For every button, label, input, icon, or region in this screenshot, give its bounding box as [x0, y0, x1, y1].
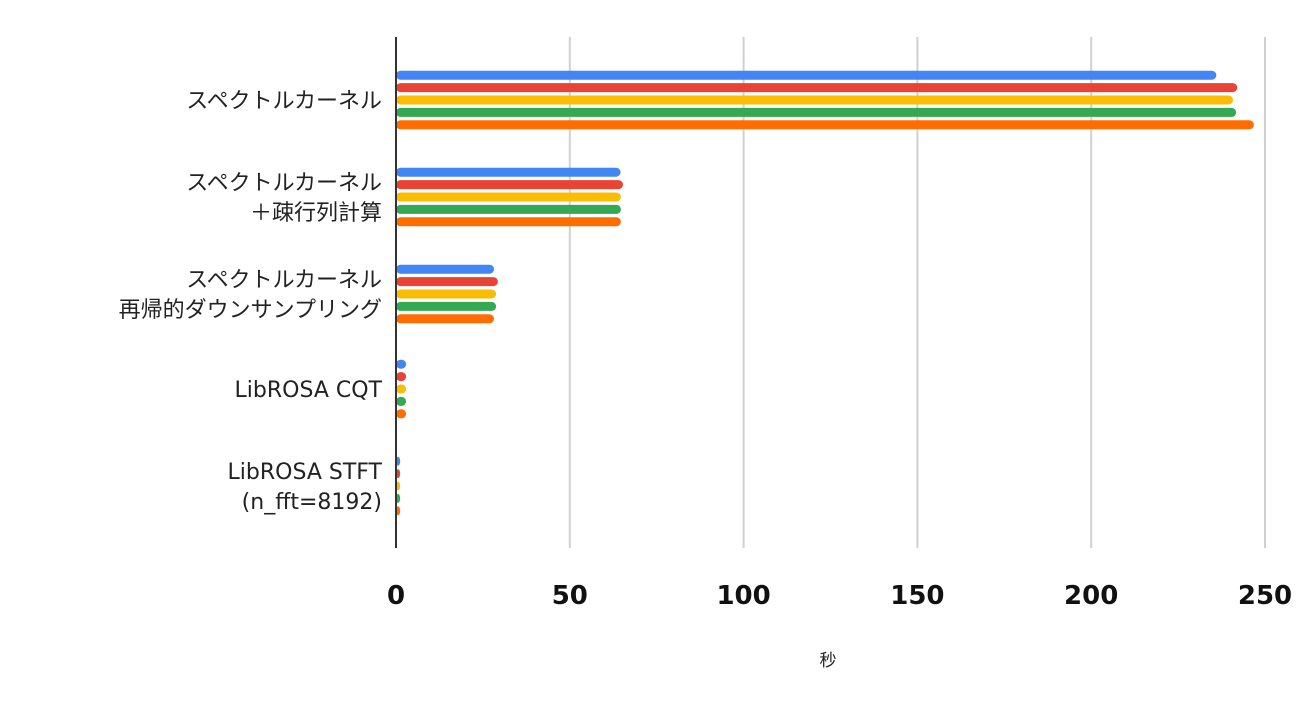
x-tick-label: 150	[890, 581, 944, 611]
bar-series-1-3	[396, 359, 407, 369]
x-tick-label: 250	[1238, 581, 1292, 611]
bar-series-3-2	[396, 289, 497, 299]
bar-series-4-3	[396, 396, 407, 406]
bar-series-2-1	[396, 180, 623, 190]
bar-series-1-0	[396, 70, 1217, 80]
bar-series-3-0	[396, 95, 1234, 105]
bars	[396, 70, 1254, 516]
bar-series-5-1	[396, 217, 621, 227]
category-label: 再帰的ダウンサンプリング	[119, 298, 382, 323]
category-label: スペクトルカーネル	[186, 268, 382, 293]
bar-series-2-4	[396, 469, 401, 479]
bar-series-4-2	[396, 301, 497, 311]
bar-series-4-4	[396, 493, 401, 503]
bar-series-2-0	[396, 83, 1238, 93]
bar-series-5-3	[396, 409, 407, 419]
bar-series-1-4	[396, 456, 401, 466]
bar-series-3-4	[396, 481, 401, 491]
bar-series-2-3	[396, 372, 407, 382]
x-tick-label: 100	[716, 581, 770, 611]
category-label: スペクトルカーネル	[186, 89, 382, 114]
x-tick-label: 0	[387, 581, 405, 611]
bar-series-1-2	[396, 264, 495, 274]
category-label: (n_fft=8192)	[242, 490, 382, 515]
category-label: ＋疎行列計算	[250, 201, 382, 226]
category-label: スペクトルカーネル	[186, 171, 382, 196]
bar-series-4-0	[396, 107, 1237, 117]
category-labels: スペクトルカーネルスペクトルカーネル＋疎行列計算スペクトルカーネル再帰的ダウンサ…	[119, 89, 383, 515]
x-tick-label: 200	[1064, 581, 1118, 611]
bar-series-5-4	[396, 506, 401, 516]
category-label: LibROSA CQT	[235, 378, 383, 403]
bar-series-1-1	[396, 167, 621, 177]
bar-series-3-1	[396, 192, 621, 202]
bar-series-3-3	[396, 384, 407, 394]
x-tick-label: 50	[552, 581, 588, 611]
bar-series-5-2	[396, 314, 495, 324]
x-tick-labels: 0 50 100 150 200 250	[387, 581, 1292, 611]
bar-series-2-2	[396, 277, 498, 287]
bar-series-4-1	[396, 204, 621, 214]
x-axis-title: 秒	[820, 651, 837, 671]
category-label: LibROSA STFT	[228, 460, 383, 485]
bar-series-5-0	[396, 120, 1254, 130]
